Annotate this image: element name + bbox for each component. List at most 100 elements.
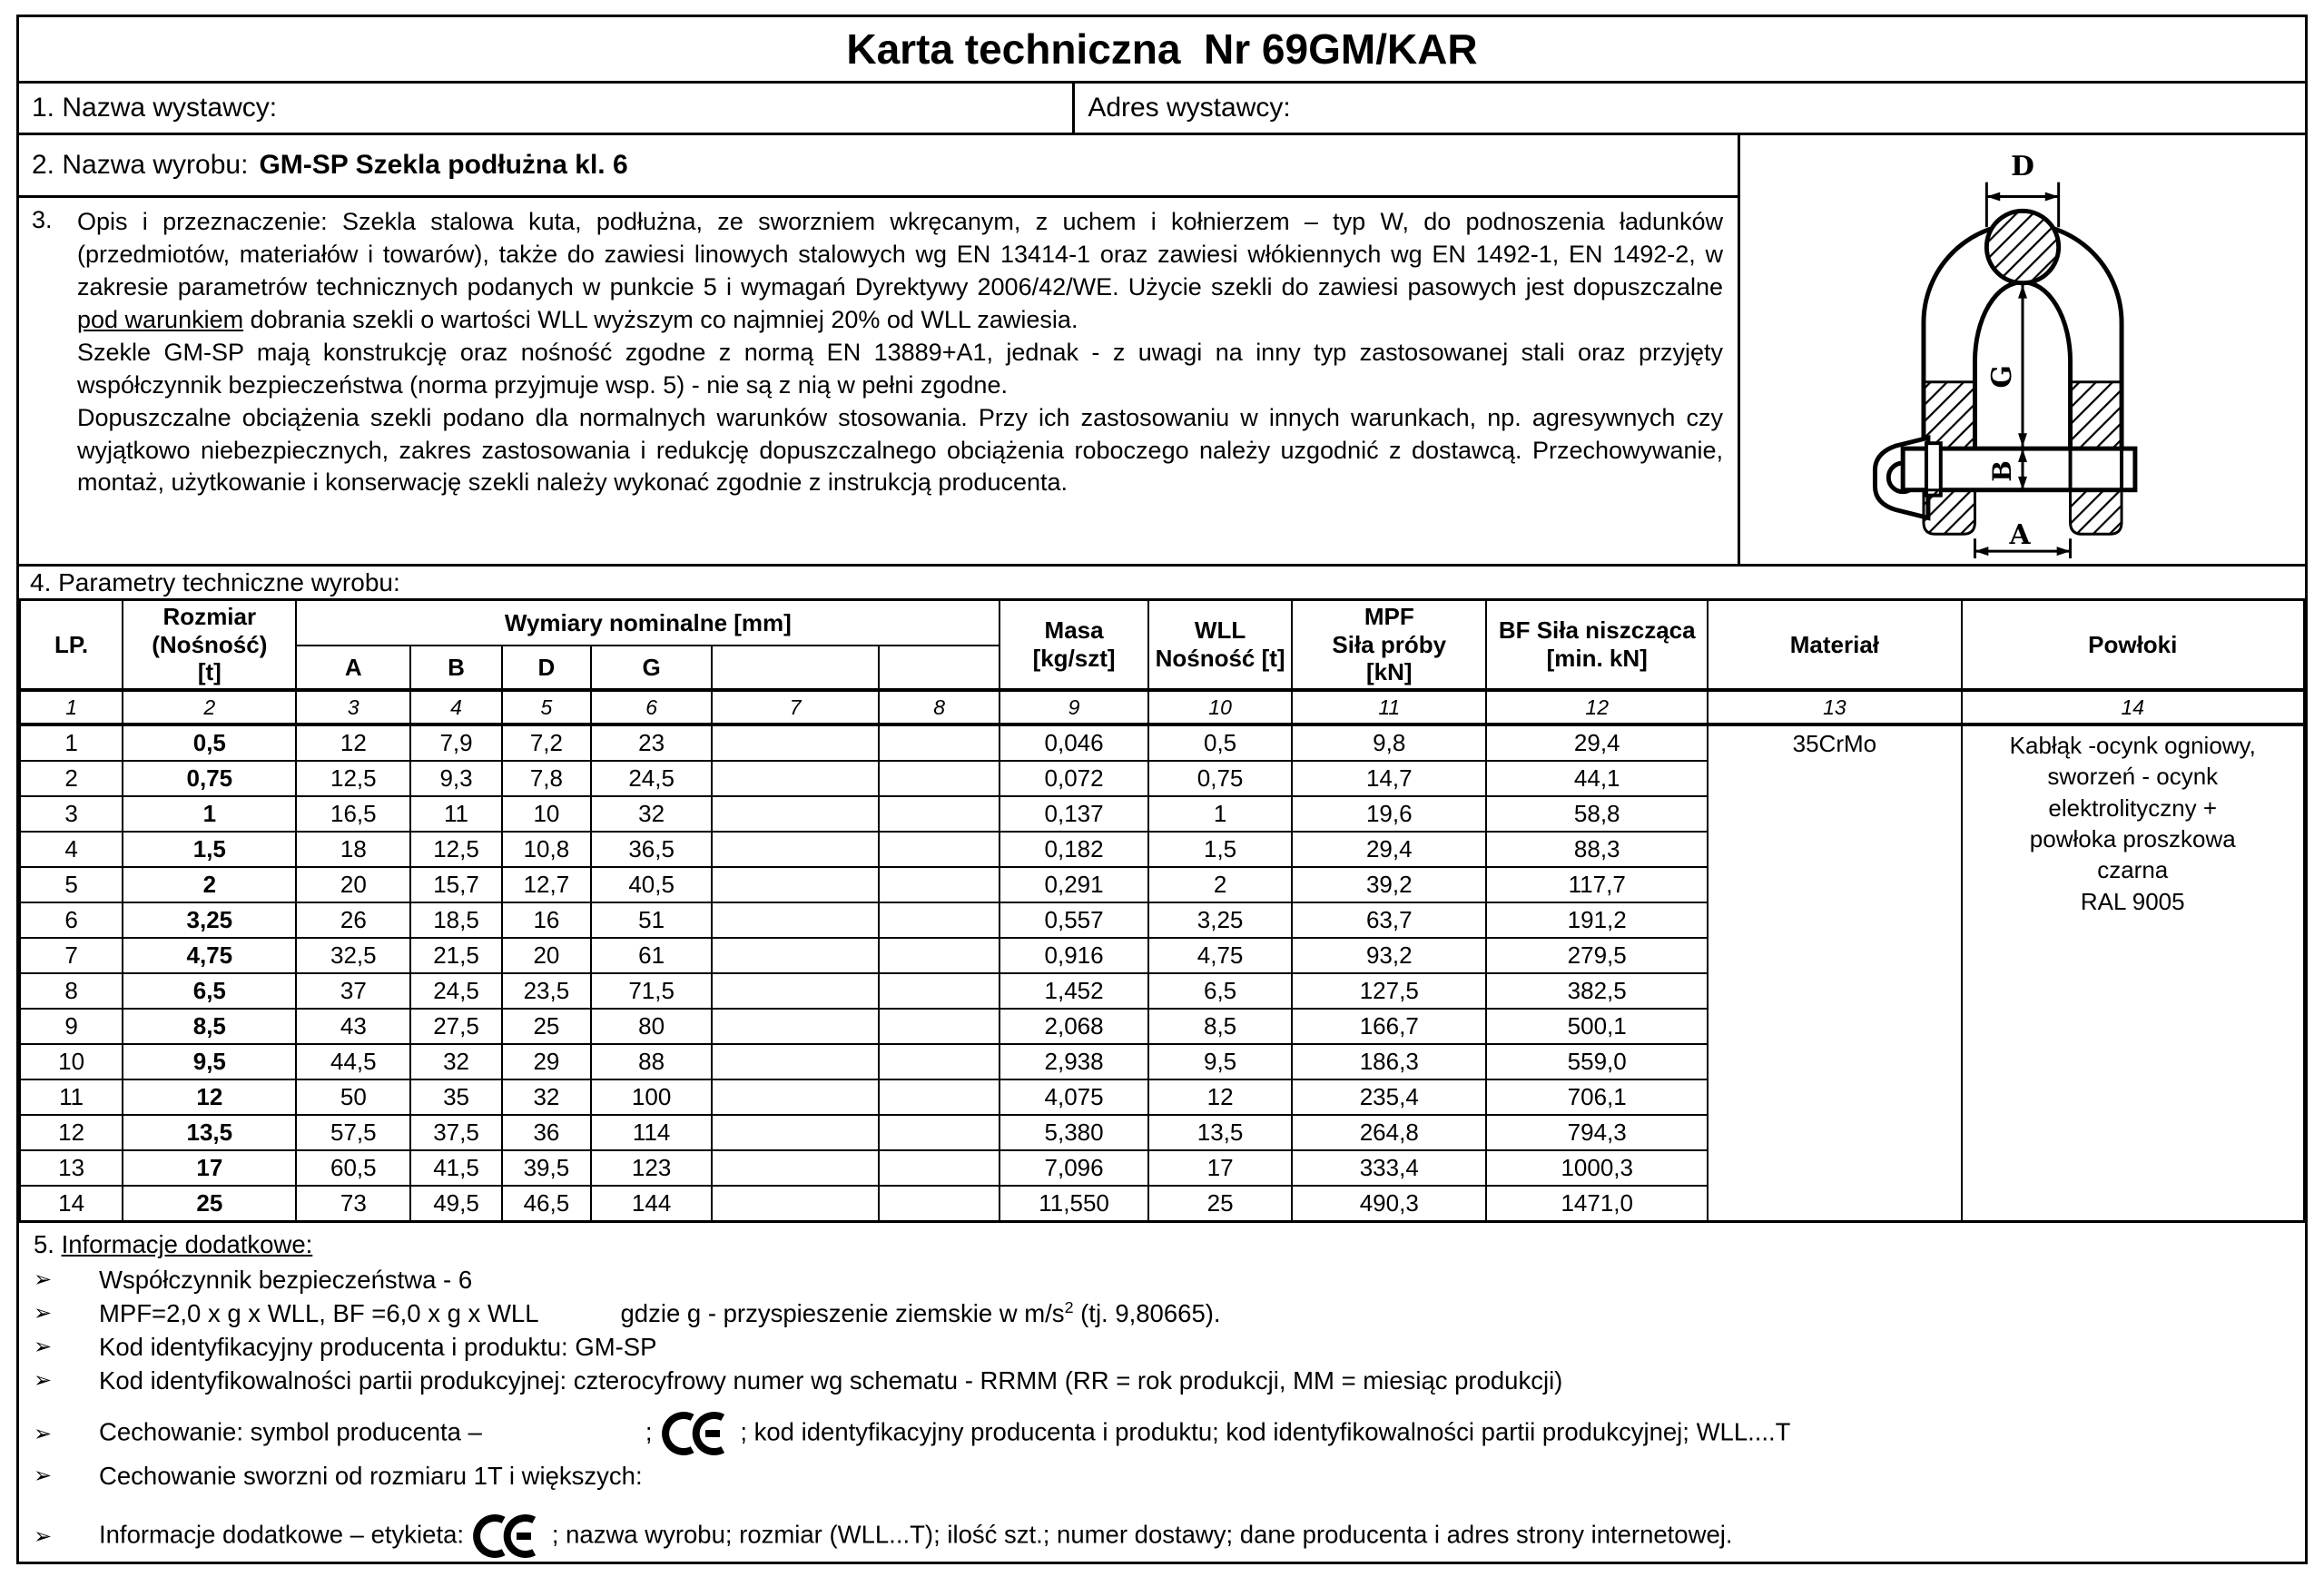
cell-wll: 9,5 [1147, 1043, 1294, 1080]
cell-c8 [877, 1149, 1001, 1187]
cell-c7 [711, 1043, 880, 1080]
header-dim-blank1 [711, 645, 880, 691]
bullet-marker-icon: ➢ [34, 1267, 53, 1292]
cell-c7 [711, 1079, 880, 1116]
table-row: 3 1 16,5 11 10 32 0,137 1 19,6 58,8 [18, 795, 2304, 833]
cell-b: 27,5 [409, 1008, 503, 1045]
cell-a: 12,5 [295, 760, 412, 797]
cell-b: 37,5 [409, 1114, 503, 1151]
cell-b: 11 [409, 795, 503, 833]
column-index: 13 [1707, 688, 1963, 726]
column-index: 7 [711, 688, 880, 726]
cell-b: 24,5 [409, 972, 503, 1010]
ce-mark-icon [661, 1412, 724, 1455]
cell-mass: 1,452 [999, 972, 1149, 1010]
cell-lp: 5 [18, 866, 124, 903]
info-bullet: ➢ Cechowanie: symbol producenta –; ; kod … [34, 1408, 2287, 1459]
bullet-marker-icon: ➢ [34, 1301, 53, 1326]
cell-b: 7,9 [409, 724, 503, 762]
cell-size: 0,5 [122, 724, 298, 762]
cell-bf: 794,3 [1485, 1114, 1709, 1151]
dim-label-g: G [1986, 365, 2018, 388]
cell-g: 51 [589, 902, 714, 939]
cell-mpf: 9,8 [1291, 724, 1488, 762]
cell-d: 7,2 [500, 724, 592, 762]
cell-a: 18 [295, 831, 412, 868]
cell-lp: 1 [18, 724, 124, 762]
ce-mark-icon [473, 1514, 537, 1558]
parameters-table: LP. Rozmiar (Nośność) [t] Wymiary nomina… [18, 598, 2305, 1223]
cell-mpf: 127,5 [1291, 972, 1488, 1010]
cell-c8 [877, 724, 1001, 762]
cell-mpf: 29,4 [1291, 831, 1488, 868]
cell-c7 [711, 724, 880, 762]
cell-g: 36,5 [589, 831, 714, 868]
material-cell: 35CrMo [1707, 724, 1963, 1223]
column-index-row: 1 2 3 4 5 6 7 8 9 10 11 12 13 14 [18, 688, 2305, 726]
cell-wll: 2 [1147, 866, 1294, 903]
parameters-section-title: 4. Parametry techniczne wyrobu: [30, 567, 400, 596]
column-index: 11 [1291, 688, 1488, 726]
table-row: 5 2 20 15,7 12,7 40,5 0,291 2 39,2 117,7 [18, 866, 2304, 903]
cell-size: 0,75 [122, 760, 298, 797]
bullet-marker-icon: ➢ [34, 1421, 53, 1446]
cell-a: 50 [295, 1079, 412, 1116]
cell-c8 [877, 1043, 1001, 1080]
cell-d: 29 [500, 1043, 592, 1080]
cell-b: 15,7 [409, 866, 503, 903]
header-dim-a: A [295, 645, 412, 691]
cell-mpf: 39,2 [1291, 866, 1488, 903]
cell-mpf: 63,7 [1291, 902, 1488, 939]
cell-d: 32 [500, 1079, 592, 1116]
cell-c8 [877, 1008, 1001, 1045]
description-paragraph-1: Opis i przeznaczenie: Szekla stalowa kut… [77, 208, 1724, 333]
cell-size: 6,5 [122, 972, 298, 1010]
cell-g: 100 [589, 1079, 714, 1116]
table-row: 7 4,75 32,5 21,5 20 61 0,916 4,75 93,2 279,5 [18, 937, 2304, 974]
cell-b: 18,5 [409, 902, 503, 939]
shackle-diagram: D G B [1872, 151, 2138, 559]
cell-g: 71,5 [589, 972, 714, 1010]
cell-a: 73 [295, 1185, 412, 1223]
cell-c8 [877, 937, 1001, 974]
additional-info-section: 5. Informacje dodatkowe: ➢ Współczynnik b… [19, 1223, 2305, 1562]
cell-c8 [877, 1079, 1001, 1116]
cell-d: 46,5 [500, 1185, 592, 1223]
cell-a: 16,5 [295, 795, 412, 833]
cell-mpf: 235,4 [1291, 1079, 1488, 1116]
cell-b: 49,5 [409, 1185, 503, 1223]
cell-wll: 1 [1147, 795, 1294, 833]
header-coating: Powłoki [1960, 598, 2305, 691]
cell-bf: 191,2 [1485, 902, 1709, 939]
cell-mpf: 264,8 [1291, 1114, 1488, 1151]
cell-c7 [711, 1008, 880, 1045]
header-mass: Masa [kg/szt] [999, 598, 1149, 691]
cell-lp: 2 [18, 760, 124, 797]
shackle-drawing-cell: D G B [1740, 135, 2305, 564]
dim-label-d: D [2011, 151, 2034, 182]
cell-size: 4,75 [122, 937, 298, 974]
additional-info-title: 5. Informacje dodatkowe: [34, 1230, 313, 1258]
header-bf: BF Siła niszcząca [min. kN] [1485, 598, 1709, 691]
cell-b: 12,5 [409, 831, 503, 868]
table-row: 14 25 73 49,5 46,5 144 11,550 25 490,3 1471,0 [18, 1185, 2304, 1223]
cell-a: 12 [295, 724, 412, 762]
cell-lp: 8 [18, 972, 124, 1010]
cell-lp: 9 [18, 1008, 124, 1045]
cell-mass: 0,291 [999, 866, 1149, 903]
table-row: 8 6,5 37 24,5 23,5 71,5 1,452 6,5 127,5 382,5 [18, 972, 2304, 1010]
cell-size: 25 [122, 1185, 298, 1223]
header-dimensions: Wymiary nominalne [mm] [295, 598, 1001, 646]
cell-mass: 7,096 [999, 1149, 1149, 1187]
cell-mass: 0,557 [999, 902, 1149, 939]
cell-bf: 88,3 [1485, 831, 1709, 868]
table-row: 11 12 50 35 32 100 4,075 12 235,4 706,1 [18, 1079, 2304, 1116]
cell-bf: 117,7 [1485, 866, 1709, 903]
cell-lp: 13 [18, 1149, 124, 1187]
cell-a: 44,5 [295, 1043, 412, 1080]
cell-d: 36 [500, 1114, 592, 1151]
cell-size: 9,5 [122, 1043, 298, 1080]
cell-c7 [711, 760, 880, 797]
column-index: 3 [295, 688, 412, 726]
cell-g: 123 [589, 1149, 714, 1187]
